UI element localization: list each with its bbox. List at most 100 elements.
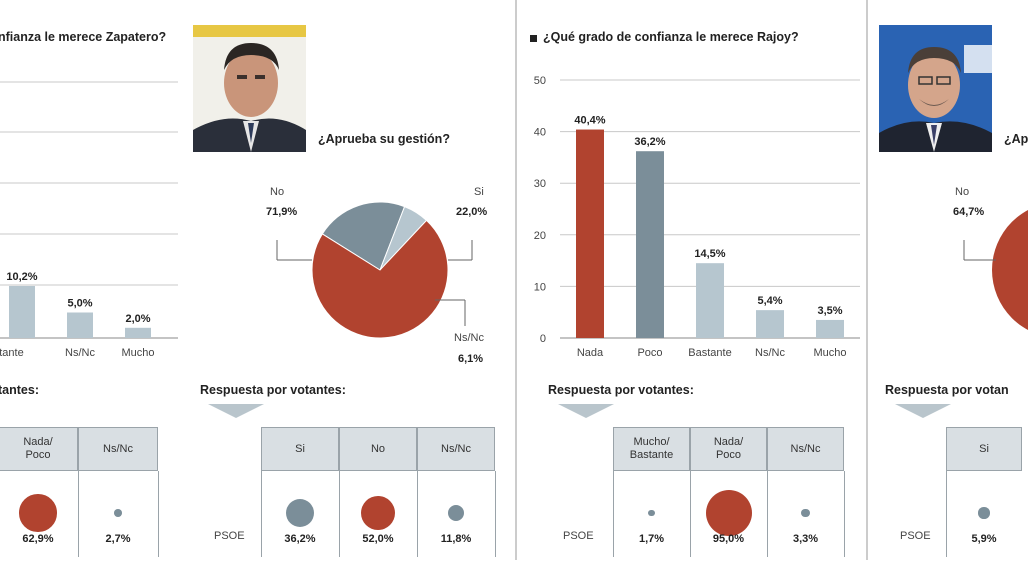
table-value: 36,2%: [284, 533, 316, 545]
row-label-psoe: PSOE: [900, 530, 931, 542]
pie-slice: [311, 219, 449, 339]
table-column-line: [158, 471, 159, 557]
table-header-cell: Ns/Nc: [417, 427, 495, 471]
bar: [125, 327, 151, 338]
proportional-circle: [360, 495, 395, 530]
bar: [9, 285, 35, 338]
rajoy-confidence-title: ¿Qué grado de confianza le merece Rajoy?: [543, 30, 799, 44]
table-value: 52,0%: [362, 533, 394, 545]
table-column-line: [844, 471, 845, 557]
category-label: Ns/Nc: [755, 347, 785, 359]
bar-value-label: 5,4%: [757, 295, 782, 307]
bar-value-label: 36,2%: [634, 136, 665, 148]
table-value: 3,3%: [792, 533, 819, 545]
rajoy-approval-pie: [963, 210, 1028, 330]
approval-question: ¿Aprueba su gestión?: [318, 132, 450, 146]
bar-value-label: 2,0%: [125, 313, 150, 325]
bar-value-label: 14,5%: [694, 248, 725, 260]
proportional-circle: [447, 504, 465, 522]
zapatero-photo: [193, 25, 306, 152]
y-tick-label: 40: [534, 127, 546, 139]
response-by-voters-title: Respuesta por votantes:: [200, 383, 346, 397]
table-value: 2,7%: [105, 533, 131, 545]
y-tick-label: 0: [540, 333, 546, 345]
table-column-line: [261, 471, 262, 557]
pie-value-no: 64,7%: [953, 206, 985, 218]
bar: [696, 263, 724, 338]
proportional-circle: [285, 498, 315, 528]
panel-divider: [866, 0, 868, 560]
pie-slice: [992, 210, 1028, 330]
table-value: 5,9%: [971, 533, 997, 545]
proportional-circle: [19, 494, 57, 532]
category-label: Mucho: [121, 347, 154, 359]
y-tick-label: 10: [534, 281, 546, 293]
table-header-cell: Nada/ Poco: [0, 427, 78, 471]
table-column-line: [78, 471, 79, 557]
table-header-cell: Mucho/ Bastante: [613, 427, 690, 471]
proportional-circle: [648, 509, 655, 517]
pointer-triangle: [208, 404, 264, 418]
category-label: Bastante: [688, 347, 731, 359]
table-column-line: [339, 471, 340, 557]
zapatero-approval-pie: [276, 201, 473, 339]
pie-value-si: 22,0%: [456, 206, 488, 218]
table-value: 95,0%: [712, 533, 745, 545]
category-label: Nada: [577, 347, 604, 359]
table-header-cell: Ns/Nc: [78, 427, 158, 471]
proportional-circle: [978, 507, 990, 519]
table-header-cell: Si: [261, 427, 339, 471]
table-column-line: [495, 471, 496, 557]
approval-voters-table: Si 36,2% No 52,0% Ns/Nc 11,8%: [261, 427, 496, 557]
table-header-cell: Nada/ Poco: [690, 427, 767, 471]
response-by-voters-title: Respuesta por votantes:: [548, 383, 694, 397]
bar-value-label: 40,4%: [574, 115, 605, 127]
bar: [816, 319, 844, 338]
response-by-voters-title: tantes:: [0, 383, 39, 397]
proportional-circle: [705, 490, 752, 536]
table-header-cell: No: [339, 427, 417, 471]
table-column-line: [417, 471, 418, 557]
y-tick-label: 50: [534, 75, 546, 87]
table-column-line: [613, 471, 614, 557]
category-label: Bastante: [0, 347, 24, 359]
rajoy-photo: [879, 25, 992, 152]
pie-label-no: No: [270, 186, 285, 198]
bar: [756, 310, 784, 338]
row-label-psoe: PSOE: [214, 530, 245, 542]
bar: [67, 312, 93, 338]
panel-divider: [515, 0, 517, 560]
pie-slice: [321, 201, 406, 271]
pie-label-si: Si: [474, 186, 484, 198]
table-value: 1,7%: [638, 533, 665, 545]
pie-label-no: No: [955, 186, 970, 198]
category-label: Mucho: [813, 347, 846, 359]
category-label: Poco: [637, 347, 662, 359]
table-column-line: [767, 471, 768, 557]
table-value: 11,8%: [440, 533, 472, 545]
table-value: 62,9%: [22, 533, 54, 545]
rajoy-bar-chart: 0 10 20 30 40 50 40,4% Nada 36,2% Poco 14,5% Bastan…: [534, 75, 860, 359]
bullet-square: [530, 35, 537, 42]
pie-value-nsnc: 6,1%: [458, 353, 484, 365]
response-by-voters-title: Respuesta por votan: [885, 383, 1009, 397]
pie-value-no: 71,9%: [266, 206, 298, 218]
bar-value-label: 3,5%: [817, 305, 842, 317]
zapatero-bar-chart: 10,2% Bastante 5,0% Ns/Nc 2,0% Mucho: [0, 81, 178, 359]
pointer-triangle: [558, 404, 614, 418]
bar: [636, 151, 664, 338]
rajoy-approval-voters-table: Si 5,9%: [946, 427, 1028, 557]
pointer-triangle: [895, 404, 951, 418]
bar-value-label: 5,0%: [67, 298, 92, 310]
rajoy-voters-table: Mucho/ Bastante 1,7% Nada/ Poco 95,0% Ns/Nc 3…: [613, 427, 845, 557]
table-column-line: [946, 471, 947, 557]
approval-question: ¿Ap: [1004, 132, 1028, 146]
bar: [576, 129, 604, 338]
table-header-cell: Ns/Nc: [767, 427, 844, 471]
table-header-cell: Si: [946, 427, 1022, 471]
table-column-line: [690, 471, 691, 557]
pie-label-nsnc: Ns/Nc: [454, 332, 484, 344]
zapatero-voters-table: Nada/ Poco 62,9% Ns/Nc 2,7%: [0, 427, 163, 557]
category-label: Ns/Nc: [65, 347, 95, 359]
row-label-psoe: PSOE: [563, 530, 594, 542]
